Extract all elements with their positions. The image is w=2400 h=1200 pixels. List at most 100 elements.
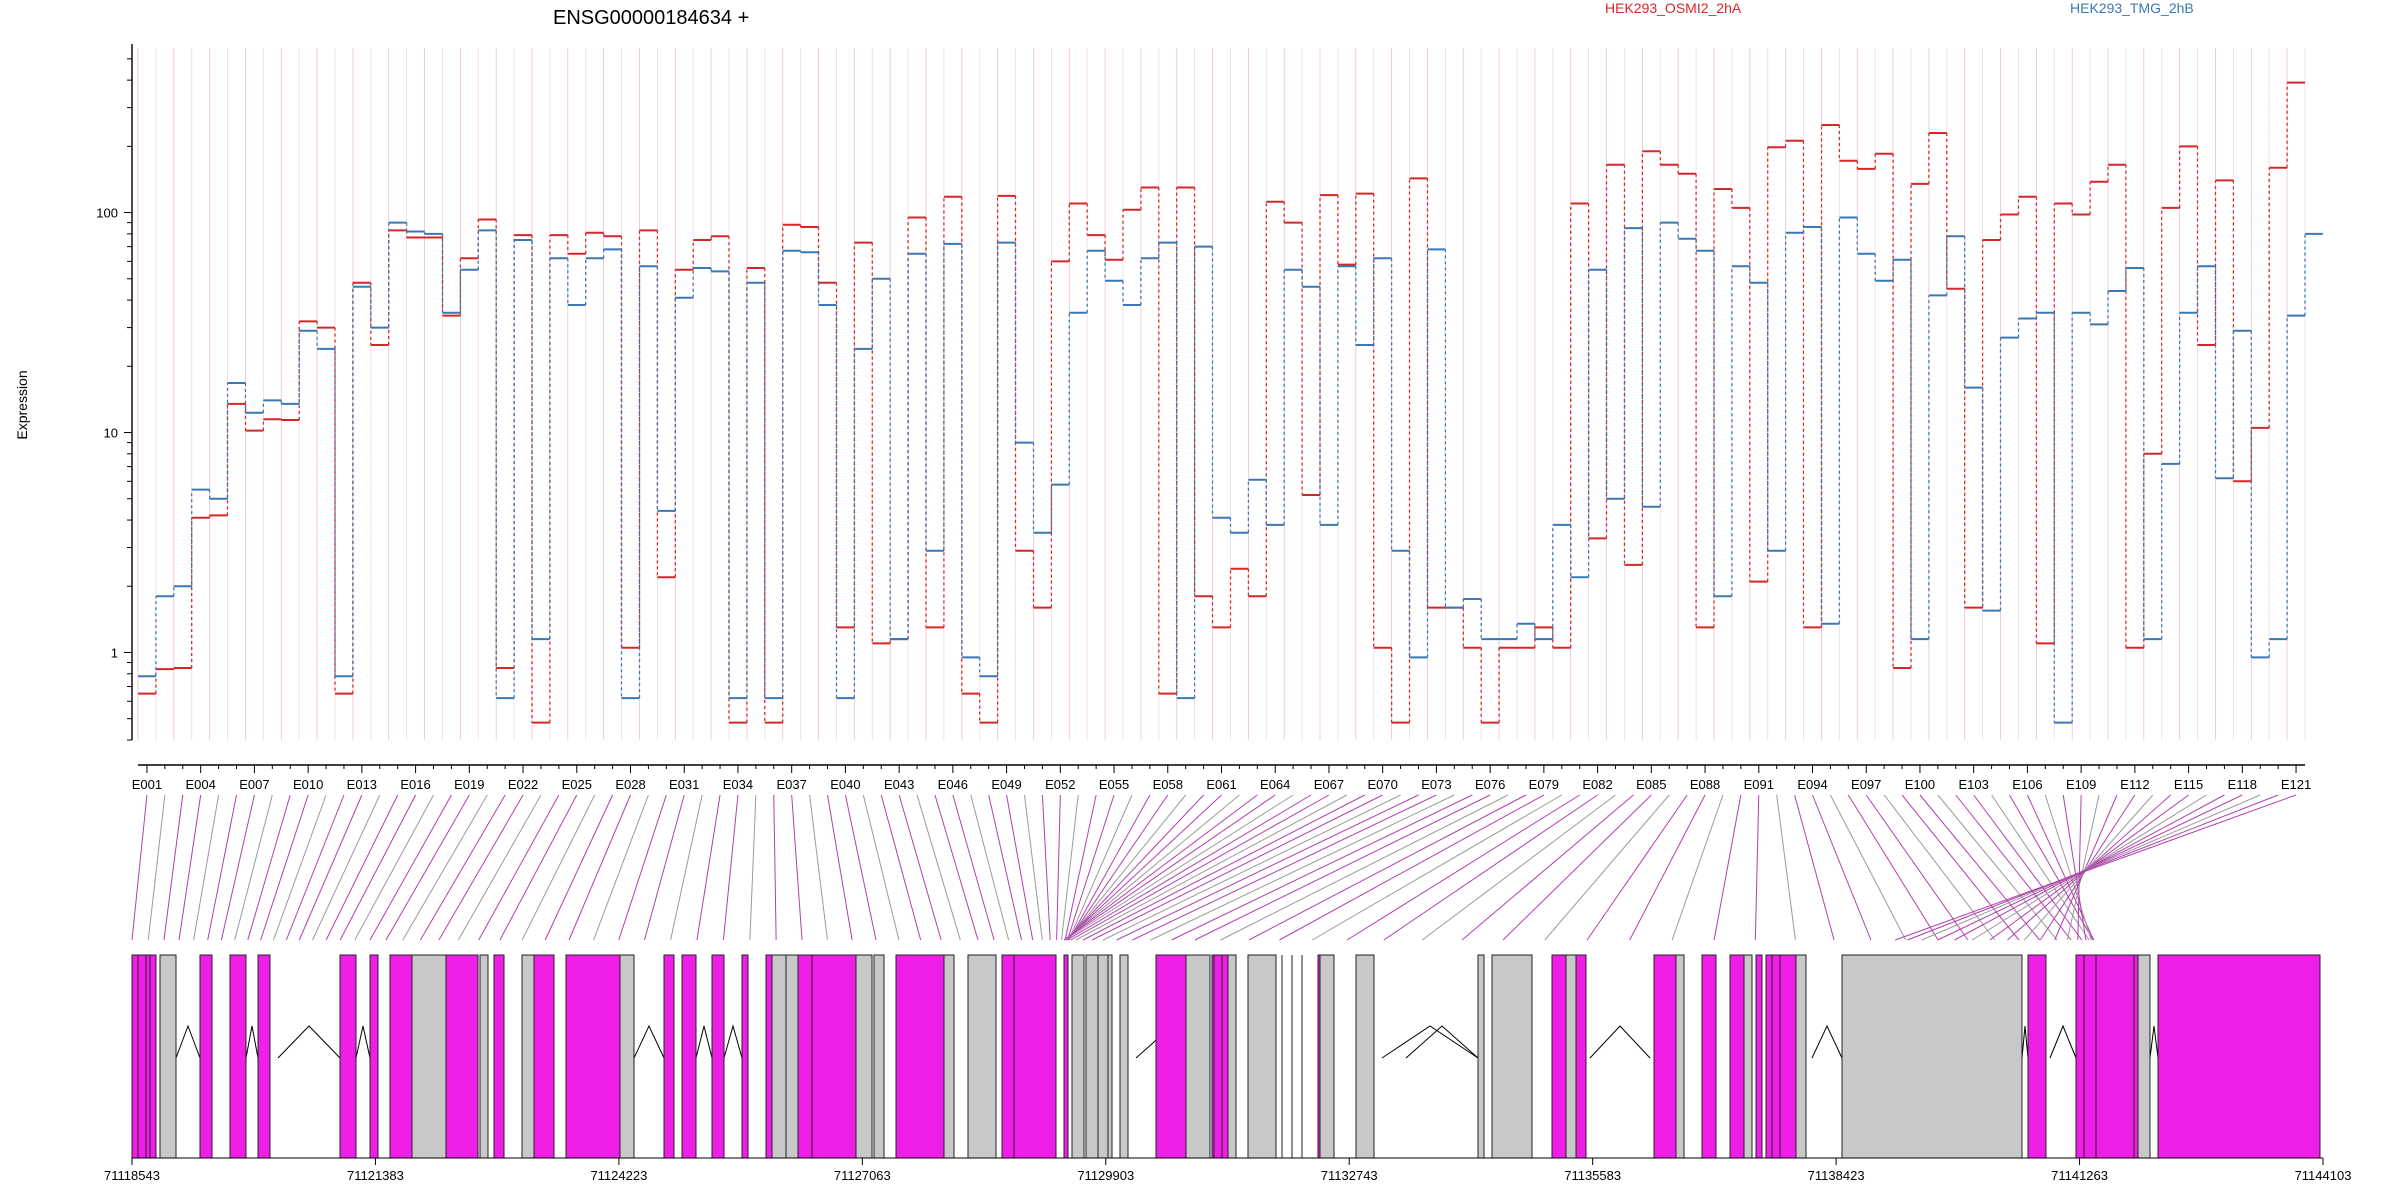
exon-block	[1795, 954, 1807, 1159]
exon-block	[1653, 954, 1677, 1159]
x-tick-label: E091	[1744, 777, 1774, 792]
exon-connector	[234, 794, 273, 941]
exon-connector	[844, 794, 877, 941]
exon-connector	[791, 794, 803, 941]
x-tick-label: E106	[2012, 777, 2042, 792]
x-tick-label: E115	[2174, 777, 2203, 792]
x-tick-label: E109	[2066, 777, 2096, 792]
exon-connector	[1068, 794, 1151, 941]
exon-connector	[1383, 794, 1598, 941]
x-tick-label: E040	[830, 777, 860, 792]
exon-connector	[544, 794, 614, 941]
exon-connector	[1847, 794, 1939, 941]
exon-block	[1071, 954, 1085, 1159]
exon-connector	[773, 794, 777, 941]
exon-connector	[643, 794, 685, 941]
exon-connector	[1091, 794, 1383, 941]
exon-block	[1551, 954, 1567, 1159]
exon-connector	[2009, 794, 2094, 941]
exon-connector	[1116, 794, 1419, 941]
x-tick-label: E004	[185, 777, 215, 792]
exon-connector	[339, 794, 417, 941]
exon-block	[229, 954, 247, 1159]
chart-title: ENSG00000184634 +	[553, 7, 749, 29]
x-tick-label: E010	[293, 777, 323, 792]
exon-block	[1001, 954, 1015, 1159]
exon-connector	[1461, 794, 1634, 941]
exon-connector	[1776, 794, 1796, 941]
exon-block	[797, 954, 813, 1159]
exon-connector	[2062, 794, 2087, 941]
exon-connector	[1220, 794, 1509, 941]
exon-connector	[1919, 794, 2041, 941]
exon-connector	[325, 794, 399, 941]
intron-line	[633, 1024, 665, 1059]
exon-connector	[1070, 794, 1330, 941]
genomic-tick-label: 71127063	[834, 1168, 891, 1183]
exon-connector	[722, 794, 739, 941]
x-tick-label: E103	[1958, 777, 1988, 792]
y-tick-label: 100	[96, 206, 118, 221]
vertical-gridlines	[137, 48, 2306, 740]
y-tick-label: 1	[111, 645, 118, 660]
exon-block	[493, 954, 505, 1159]
x-tick-label: E049	[991, 777, 1021, 792]
exon-connector	[1812, 794, 1872, 941]
exon-connector	[478, 794, 560, 941]
exon-block	[1319, 954, 1335, 1159]
exon-block	[411, 954, 447, 1159]
x-tick-label: E016	[400, 777, 430, 792]
exon-connector	[1901, 794, 2020, 941]
x-tick-label: E064	[1260, 777, 1290, 792]
intron-line	[2149, 1025, 2159, 1059]
exon-connector	[1056, 794, 1061, 941]
exon-connector	[1075, 794, 1348, 941]
exon-connector	[2026, 794, 2095, 941]
exon-block	[619, 954, 635, 1159]
exon-connector	[952, 794, 995, 941]
exon-connector	[1068, 794, 1133, 941]
exon-connector	[1311, 794, 1563, 941]
exon-connector	[809, 794, 828, 941]
exon-connector	[147, 794, 166, 941]
genomic-tick-label: 71135583	[1564, 1168, 1621, 1183]
exon-connector	[131, 794, 148, 941]
exon-block	[159, 954, 177, 1159]
exon-connector	[1713, 794, 1742, 941]
x-tick-label: E121	[2281, 777, 2311, 792]
exon-connector	[1065, 794, 1222, 941]
exon-connector	[898, 794, 942, 941]
genomic-tick-label: 71129903	[1077, 1168, 1134, 1183]
x-tick-label: E052	[1045, 777, 1075, 792]
series-line-tmg	[138, 216, 2323, 724]
exon-block	[131, 954, 157, 1159]
exon-block	[1755, 954, 1763, 1159]
intron-line	[355, 1025, 371, 1059]
exon-block	[1211, 954, 1231, 1159]
x-tick-label: E076	[1475, 777, 1505, 792]
intron-line	[2049, 1024, 2077, 1059]
exon-connector	[988, 794, 1022, 941]
exon-connector	[438, 794, 524, 941]
exon-block	[2157, 954, 2321, 1159]
exon-connector	[2044, 794, 2092, 941]
genomic-tick-label: 71121383	[347, 1168, 404, 1183]
x-tick-label: E067	[1314, 777, 1344, 792]
exon-connector	[312, 794, 381, 941]
exon-block	[741, 954, 749, 1159]
exon-block	[1185, 954, 1211, 1159]
exon-connector	[1102, 794, 1401, 941]
exon-block	[257, 954, 271, 1159]
exon-block	[765, 954, 773, 1159]
y-tick-label: 10	[104, 426, 118, 441]
exon-connector	[1754, 794, 1760, 941]
exon-block	[711, 954, 725, 1159]
x-tick-label: E001	[132, 777, 162, 792]
x-tick-label: E070	[1367, 777, 1397, 792]
exon-connector	[1248, 794, 1527, 941]
x-tick-label: E037	[776, 777, 806, 792]
exon-block	[1063, 954, 1069, 1159]
exon-connector	[2077, 794, 2082, 941]
intron-line	[695, 1025, 713, 1059]
exon-connector	[1973, 794, 2083, 941]
